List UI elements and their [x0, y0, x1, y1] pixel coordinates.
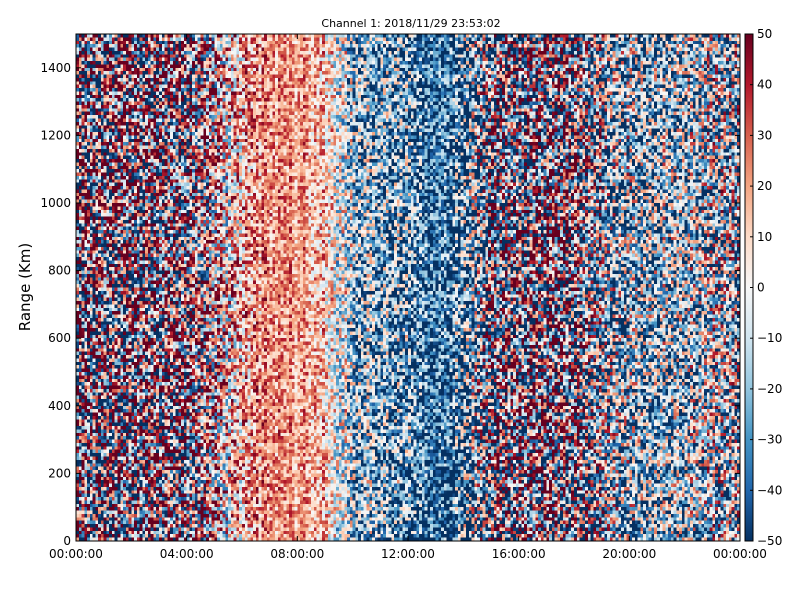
heatmap-plot [76, 34, 740, 541]
colorbar-tick-label: 10 [757, 230, 772, 244]
x-tick-label: 16:00:00 [492, 547, 546, 561]
colorbar-tick-label: 30 [757, 128, 772, 142]
colorbar-tick-label: 0 [757, 281, 765, 295]
colorbar-axis: −50 −40 −30 −20 −10 0 10 20 30 40 50 [750, 27, 782, 548]
y-tick-label: 400 [48, 399, 71, 413]
x-axis: 00:00:00 04:00:00 08:00:00 12:00:00 16:00:00… [49, 34, 767, 561]
chart-title: Channel 1: 2018/11/29 23:53:02 [321, 17, 500, 30]
x-tick-label: 20:00:00 [602, 547, 656, 561]
y-tick-label: 600 [48, 331, 71, 345]
y-tick-label: 1200 [40, 128, 71, 142]
y-tick-label: 1400 [40, 61, 71, 75]
y-tick-label: 200 [48, 466, 71, 480]
y-tick-label: 800 [48, 264, 71, 278]
colorbar-tick-label: −20 [757, 382, 782, 396]
colorbar-tick-label: −30 [757, 433, 782, 447]
y-tick-label: 0 [63, 534, 71, 548]
x-tick-label: 08:00:00 [270, 547, 324, 561]
x-tick-label: 00:00:00 [49, 547, 103, 561]
x-tick-label: 04:00:00 [160, 547, 214, 561]
y-tick-label: 1000 [40, 196, 71, 210]
colorbar-tick-label: 40 [757, 78, 772, 92]
heatmap-image [76, 34, 740, 541]
colorbar-tick-label: 50 [757, 27, 772, 41]
colorbar-gradient [745, 34, 753, 541]
x-tick-label: 00:00:00 [713, 547, 767, 561]
x-tick-label: 12:00:00 [381, 547, 435, 561]
colorbar [745, 34, 753, 541]
colorbar-tick-label: −40 [757, 483, 782, 497]
colorbar-tick-label: −10 [757, 331, 782, 345]
colorbar-tick-label: −50 [757, 534, 782, 548]
y-axis: 0 200 400 600 800 1000 1200 1400 [40, 61, 740, 548]
y-axis-label: Range (Km) [16, 243, 34, 331]
colorbar-tick-label: 20 [757, 179, 772, 193]
